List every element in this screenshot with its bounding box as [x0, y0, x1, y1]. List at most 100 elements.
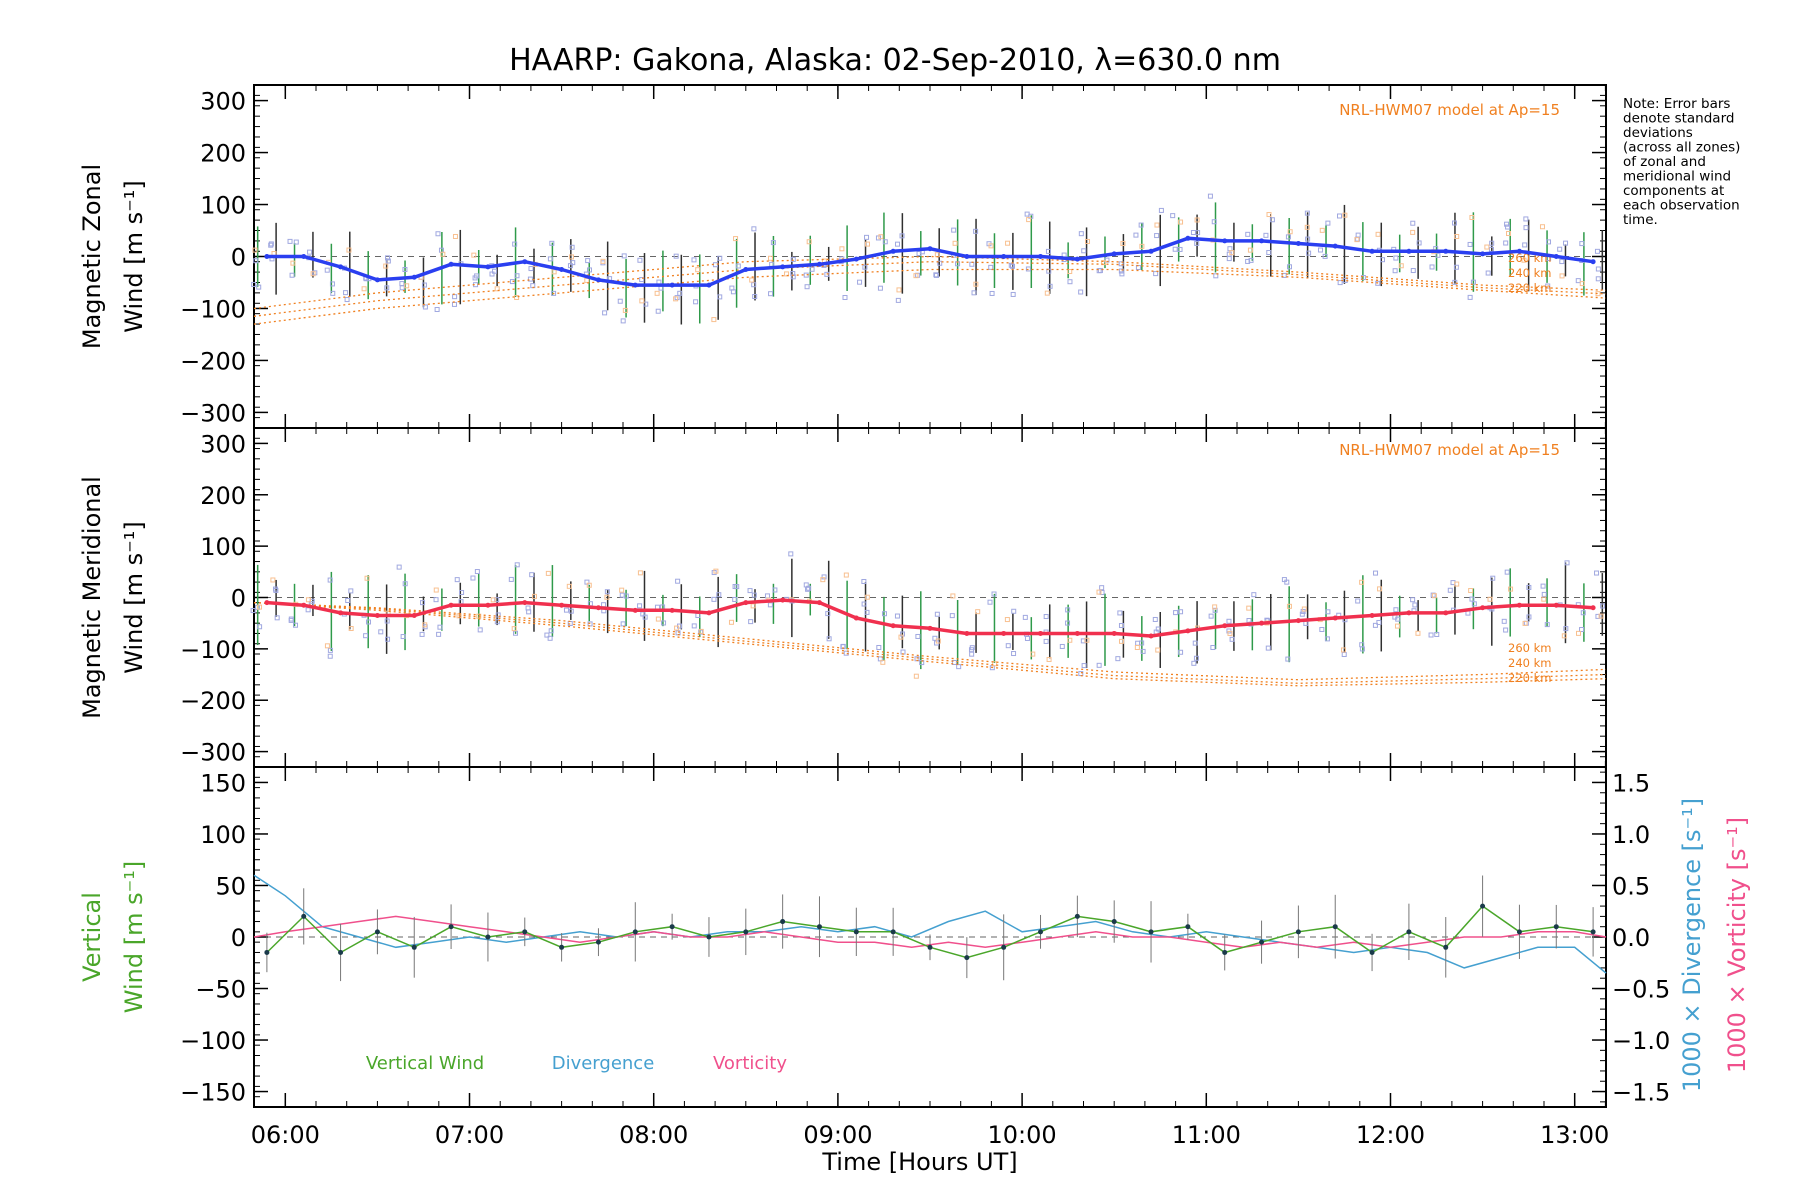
y-tick-label: −300 [180, 739, 246, 767]
y-tick-label: −200 [180, 347, 246, 375]
y-axis-label-line: Magnetic Zonal [78, 164, 106, 349]
zone-box [1085, 238, 1091, 244]
zone-box [1319, 227, 1325, 233]
series-point [1295, 241, 1301, 247]
zone-box [619, 592, 625, 598]
zone-box [584, 277, 590, 283]
zone-box [1503, 627, 1509, 633]
zone-box [1431, 593, 1437, 599]
zone-box [1067, 269, 1073, 275]
zone-box [973, 281, 979, 287]
zone-box [420, 600, 426, 606]
zone-box [528, 266, 534, 272]
zone-box [639, 277, 645, 283]
zone-box [348, 626, 354, 632]
zone-box [728, 619, 734, 625]
zone-box [1065, 620, 1071, 626]
zone-box [788, 551, 794, 557]
vertical-wind-point [816, 924, 822, 930]
zone-box [494, 286, 500, 292]
zone-box [1415, 630, 1421, 636]
series-point [1553, 254, 1559, 259]
vertical-wind-point [522, 929, 528, 935]
zone-box [1247, 247, 1253, 253]
zone-box [1467, 241, 1473, 247]
zone-box [1096, 662, 1102, 668]
series-point [1222, 238, 1228, 244]
zone-box [1471, 601, 1477, 607]
zone-box [1192, 640, 1198, 646]
zone-box [1026, 217, 1032, 223]
series-point [411, 612, 417, 618]
series-point [706, 282, 712, 288]
series-point [1443, 248, 1449, 254]
zone-box [677, 290, 683, 296]
zone-box [1595, 266, 1601, 272]
zone-box [440, 251, 446, 257]
zone-box [1044, 290, 1050, 296]
series-point [669, 607, 675, 613]
zone-box [364, 575, 370, 581]
zone-box [551, 290, 557, 296]
zone-box [717, 255, 723, 261]
zone-box [749, 277, 755, 283]
zone-box [548, 628, 554, 634]
legend-vorticity: Vorticity [713, 1053, 787, 1074]
zone-box [622, 307, 628, 313]
zone-box [673, 253, 679, 259]
zone-box [913, 673, 919, 679]
x-tick-label: 07:00 [435, 1121, 504, 1149]
zone-box [655, 616, 661, 622]
series-point [706, 610, 712, 616]
zone-box [747, 588, 753, 594]
zone-box [1522, 242, 1528, 248]
series-point [1111, 630, 1117, 636]
y-tick-label: 300 [200, 430, 246, 458]
zone-box [951, 227, 957, 233]
zone-box [569, 244, 575, 250]
vertical-wind-point [1480, 903, 1486, 909]
series-point [1074, 256, 1080, 262]
zone-box [1212, 607, 1218, 613]
zone-box [1503, 240, 1509, 246]
zone-box [1208, 613, 1214, 619]
zone-box [932, 635, 938, 641]
series-point [264, 254, 270, 259]
zone-box [1469, 215, 1475, 221]
zone-box [474, 569, 480, 575]
zone-box [935, 638, 941, 644]
zone-box [1360, 275, 1366, 281]
zone-box [1341, 652, 1347, 658]
zone-box [1139, 243, 1145, 249]
zonal-model-label: NRL-HWM07 model at Ap=15 [1339, 101, 1560, 119]
zone-box [310, 271, 316, 277]
zonal-ylabel: Magnetic Zonal Wind [m s⁻¹] [78, 164, 148, 349]
vertical-wind-point [1295, 929, 1301, 935]
zone-box [1595, 276, 1601, 282]
zone-box [1190, 230, 1196, 236]
zone-box [345, 598, 351, 604]
zone-box [857, 279, 863, 285]
zone-box [1559, 259, 1565, 265]
zone-box [1078, 231, 1084, 237]
series-point [890, 623, 896, 629]
zone-box [436, 631, 442, 637]
zone-box [363, 633, 369, 639]
zone-box [1266, 212, 1272, 218]
model-altitude-label: 240 km [1508, 656, 1551, 670]
zone-box [1541, 596, 1547, 602]
zone-box [1544, 622, 1550, 628]
zone-box [1340, 647, 1346, 653]
zone-box [1523, 225, 1529, 231]
vertical-wind-point [1222, 949, 1228, 955]
zone-box [1580, 610, 1586, 616]
meridional-ylabel: Magnetic Meridional Wind [m s⁻¹] [78, 476, 148, 719]
zone-box [864, 594, 870, 600]
zone-box [620, 318, 626, 324]
zone-box [1522, 620, 1528, 626]
zone-box [1575, 278, 1581, 284]
zone-box [937, 260, 943, 266]
zone-box [512, 630, 518, 636]
zone-box [252, 247, 258, 253]
zone-box [343, 290, 349, 296]
